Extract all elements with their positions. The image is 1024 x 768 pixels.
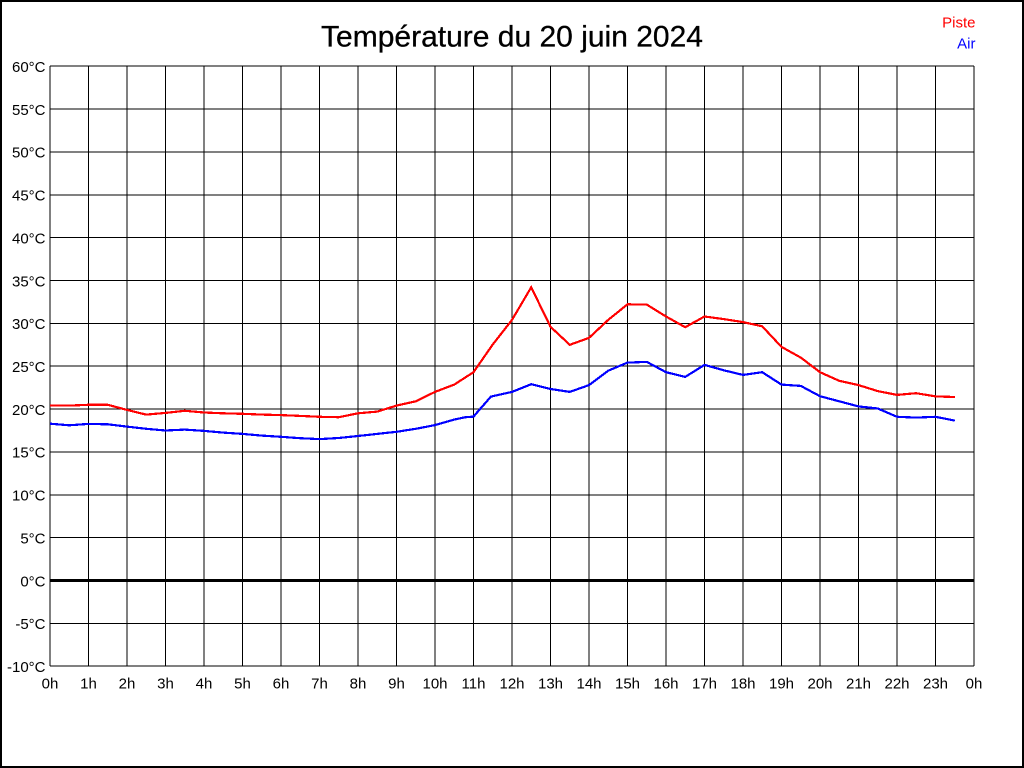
svg-text:8h: 8h	[350, 676, 367, 693]
svg-text:15h: 15h	[615, 676, 640, 693]
svg-text:50°C: 50°C	[12, 145, 46, 162]
svg-text:-10°C: -10°C	[7, 659, 46, 676]
svg-text:10°C: 10°C	[12, 488, 46, 505]
svg-text:16h: 16h	[653, 676, 678, 693]
svg-text:9h: 9h	[388, 676, 405, 693]
svg-text:21h: 21h	[846, 676, 871, 693]
svg-text:Piste: Piste	[942, 14, 975, 31]
svg-text:4h: 4h	[196, 676, 213, 693]
svg-text:12h: 12h	[499, 676, 524, 693]
svg-text:45°C: 45°C	[12, 188, 46, 205]
svg-text:Température du 20 juin 2024: Température du 20 juin 2024	[321, 20, 703, 53]
svg-text:10h: 10h	[422, 676, 447, 693]
svg-text:3h: 3h	[157, 676, 174, 693]
svg-text:22h: 22h	[884, 676, 909, 693]
svg-text:0°C: 0°C	[20, 573, 45, 590]
svg-text:17h: 17h	[692, 676, 717, 693]
svg-text:7h: 7h	[311, 676, 328, 693]
svg-text:40°C: 40°C	[12, 230, 46, 247]
svg-text:0h: 0h	[42, 676, 59, 693]
svg-text:60°C: 60°C	[12, 59, 46, 76]
svg-text:13h: 13h	[538, 676, 563, 693]
svg-text:5°C: 5°C	[20, 530, 45, 547]
svg-text:30°C: 30°C	[12, 316, 46, 333]
svg-text:11h: 11h	[462, 676, 486, 693]
svg-text:0h: 0h	[966, 676, 983, 693]
svg-text:2h: 2h	[119, 676, 136, 693]
svg-text:1h: 1h	[80, 676, 97, 693]
svg-text:18h: 18h	[730, 676, 755, 693]
svg-text:Air: Air	[957, 36, 975, 53]
svg-text:6h: 6h	[273, 676, 290, 693]
svg-text:23h: 23h	[923, 676, 948, 693]
svg-text:25°C: 25°C	[12, 359, 46, 376]
svg-text:-5°C: -5°C	[15, 616, 45, 633]
svg-text:14h: 14h	[576, 676, 601, 693]
svg-text:20°C: 20°C	[12, 402, 46, 419]
svg-text:5h: 5h	[234, 676, 251, 693]
svg-text:55°C: 55°C	[12, 102, 46, 119]
svg-text:15°C: 15°C	[12, 445, 46, 462]
svg-text:19h: 19h	[769, 676, 794, 693]
svg-text:35°C: 35°C	[12, 273, 46, 290]
svg-text:20h: 20h	[807, 676, 832, 693]
